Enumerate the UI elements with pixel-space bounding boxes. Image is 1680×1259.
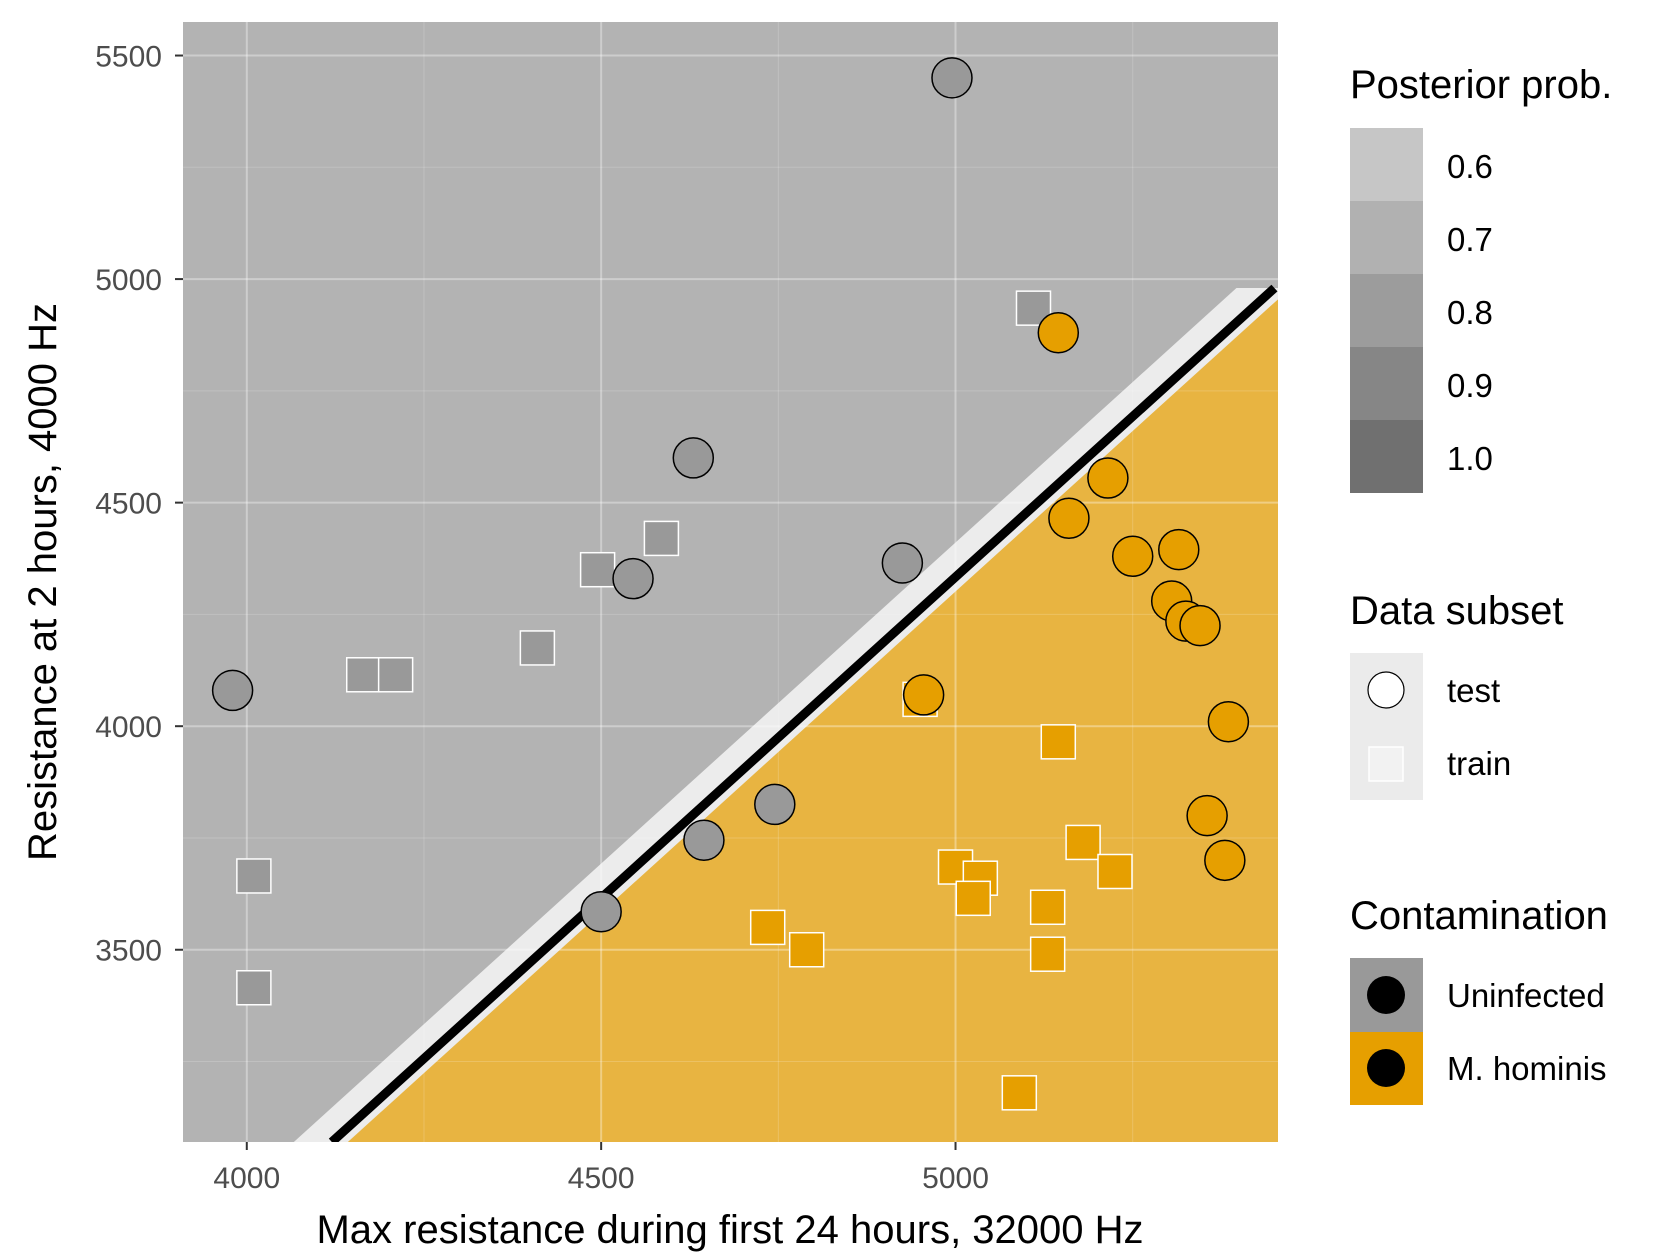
x-tick-label-4000: 4000 bbox=[213, 1162, 280, 1195]
posterior-label-0.9: 0.9 bbox=[1447, 367, 1493, 404]
legend-subset: Data subset test train bbox=[1350, 589, 1563, 800]
x-axis-title: Max resistance during first 24 hours, 32… bbox=[316, 1208, 1143, 1252]
test-point-m-hominis bbox=[1204, 839, 1246, 882]
legend-posterior: Posterior prob. 0.6 0.7 0.8 0.9 1.0 bbox=[1350, 63, 1612, 493]
contamination-label-m-hominis: M. hominis bbox=[1447, 1050, 1607, 1087]
x-tick-label-4500: 4500 bbox=[568, 1162, 635, 1195]
train-point-m-hominis bbox=[1065, 824, 1101, 861]
train-point-m-hominis bbox=[1029, 889, 1066, 926]
posterior-key-0.6 bbox=[1350, 128, 1423, 202]
test-point-m-hominis bbox=[1048, 497, 1090, 540]
test-point-uninfected bbox=[881, 542, 924, 584]
train-point-m-hominis bbox=[955, 880, 991, 917]
plot-panel bbox=[183, 22, 1278, 1142]
test-point-m-hominis bbox=[1087, 457, 1129, 499]
contamination-key-uninfected-dot bbox=[1367, 976, 1405, 1014]
train-point-uninfected bbox=[345, 657, 382, 693]
posterior-key-0.8 bbox=[1350, 274, 1423, 348]
contamination-label-uninfected: Uninfected bbox=[1447, 977, 1605, 1014]
train-point-m-hominis bbox=[788, 931, 825, 968]
y-tick-label-3500: 3500 bbox=[95, 935, 162, 968]
posterior-label-0.7: 0.7 bbox=[1447, 221, 1493, 258]
train-point-uninfected bbox=[377, 657, 414, 693]
data-points bbox=[211, 57, 1250, 1111]
train-point-m-hominis bbox=[749, 909, 786, 946]
test-point-m-hominis bbox=[1179, 604, 1221, 647]
y-tick-label-4500: 4500 bbox=[95, 488, 162, 521]
train-point-uninfected bbox=[236, 858, 272, 894]
test-point-m-hominis bbox=[1186, 794, 1228, 837]
test-point-uninfected bbox=[211, 669, 254, 712]
x-tick-label-5000: 5000 bbox=[922, 1162, 989, 1195]
subset-key-test-circle bbox=[1367, 671, 1405, 709]
subset-key-train-square bbox=[1368, 746, 1404, 782]
subset-label-train: train bbox=[1447, 745, 1511, 782]
x-axis: 4000 4500 5000 bbox=[213, 1142, 989, 1195]
train-point-m-hominis bbox=[1040, 724, 1077, 760]
train-point-uninfected bbox=[643, 520, 680, 557]
y-tick-label-5500: 5500 bbox=[95, 41, 162, 74]
legend-subset-title: Data subset bbox=[1350, 589, 1563, 633]
contamination-key-m-hominis-dot bbox=[1367, 1049, 1405, 1087]
legend-posterior-title: Posterior prob. bbox=[1350, 63, 1612, 107]
y-tick-label-4000: 4000 bbox=[95, 711, 162, 744]
train-point-uninfected bbox=[519, 630, 556, 666]
subset-label-test: test bbox=[1447, 672, 1500, 709]
legend-contamination-title: Contamination bbox=[1350, 894, 1608, 938]
posterior-label-0.8: 0.8 bbox=[1447, 294, 1493, 331]
boundary-blend-band bbox=[293, 288, 1278, 1142]
y-axis-title: Resistance at 2 hours, 4000 Hz bbox=[21, 303, 65, 861]
train-point-m-hominis bbox=[1097, 853, 1133, 890]
legend-contamination: Contamination Uninfected M. hominis bbox=[1350, 894, 1608, 1105]
train-point-uninfected bbox=[579, 551, 616, 588]
test-point-uninfected bbox=[672, 437, 715, 479]
train-point-m-hominis bbox=[1001, 1075, 1038, 1111]
test-point-uninfected bbox=[612, 557, 654, 600]
train-point-uninfected bbox=[236, 969, 272, 1006]
test-point-m-hominis bbox=[1111, 535, 1154, 578]
m-hominis-region bbox=[347, 299, 1278, 1142]
test-point-m-hominis bbox=[1037, 311, 1080, 354]
test-point-uninfected bbox=[754, 783, 796, 826]
posterior-label-1.0: 1.0 bbox=[1447, 440, 1493, 477]
train-point-m-hominis bbox=[1029, 936, 1066, 972]
test-point-uninfected bbox=[683, 819, 725, 861]
test-point-m-hominis bbox=[1158, 528, 1200, 571]
test-point-uninfected bbox=[931, 57, 973, 99]
posterior-key-1.0 bbox=[1350, 420, 1423, 493]
posterior-key-0.7 bbox=[1350, 201, 1423, 275]
posterior-label-0.6: 0.6 bbox=[1447, 148, 1493, 185]
y-axis: 3500 4000 4500 5000 5500 bbox=[95, 41, 183, 968]
test-point-m-hominis bbox=[1207, 700, 1250, 743]
test-point-uninfected bbox=[580, 890, 622, 933]
test-point-m-hominis bbox=[902, 674, 945, 716]
decision-boundary-line bbox=[328, 284, 1278, 1142]
posterior-key-0.9 bbox=[1350, 347, 1423, 421]
y-tick-label-5000: 5000 bbox=[95, 264, 162, 297]
